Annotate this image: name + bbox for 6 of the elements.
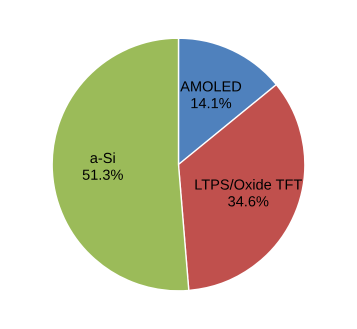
slice-label: a-Si xyxy=(90,152,115,164)
data-label: 14.1% xyxy=(191,98,232,108)
data-label: 34.6% xyxy=(228,196,268,206)
slice-label: LTPS/Oxide TFT xyxy=(195,178,302,190)
slice-label: AMOLED xyxy=(180,81,242,92)
data-label: 51.3% xyxy=(82,170,123,180)
